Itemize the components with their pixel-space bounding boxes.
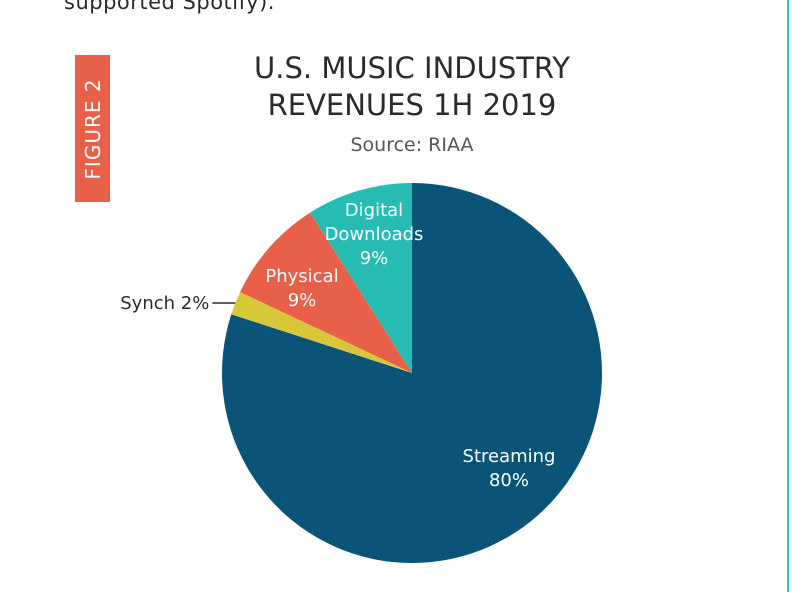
chart-title-line-2: REVENUES 1H 2019 — [268, 88, 557, 122]
slice-label-digital-downloads-line-1: Digital — [345, 200, 403, 221]
slice-label-streaming-line-2: 80% — [489, 470, 529, 491]
page-edge-rule — [787, 0, 789, 592]
slice-label-physical-line-1: Physical — [265, 266, 338, 287]
slice-label-digital-downloads-line-2: Downloads — [325, 224, 424, 245]
pie-labels: Streaming 80% Synch 2% Physical 9% Digital Dow… — [120, 200, 555, 491]
pie-slice-digital-downloads — [310, 183, 412, 373]
pie-slice-physical — [240, 212, 412, 373]
chart-title-line-1: U.S. MUSIC INDUSTRY — [254, 51, 570, 85]
slice-label-streaming-line-1: Streaming — [463, 446, 556, 467]
preceding-paragraph-text: supported Spotify). — [64, 0, 275, 14]
slice-label-digital-downloads-line-3: 9% — [360, 248, 389, 269]
pie-slice-streaming — [222, 183, 602, 564]
slice-label-physical-line-2: 9% — [288, 290, 317, 311]
pie-slice-synch — [231, 292, 412, 373]
chart-subtitle: Source: RIAA — [350, 134, 473, 156]
slice-label-synch: Synch 2% — [120, 293, 209, 314]
figure-badge: FIGURE 2 — [75, 55, 110, 202]
pie-slices — [222, 183, 602, 564]
